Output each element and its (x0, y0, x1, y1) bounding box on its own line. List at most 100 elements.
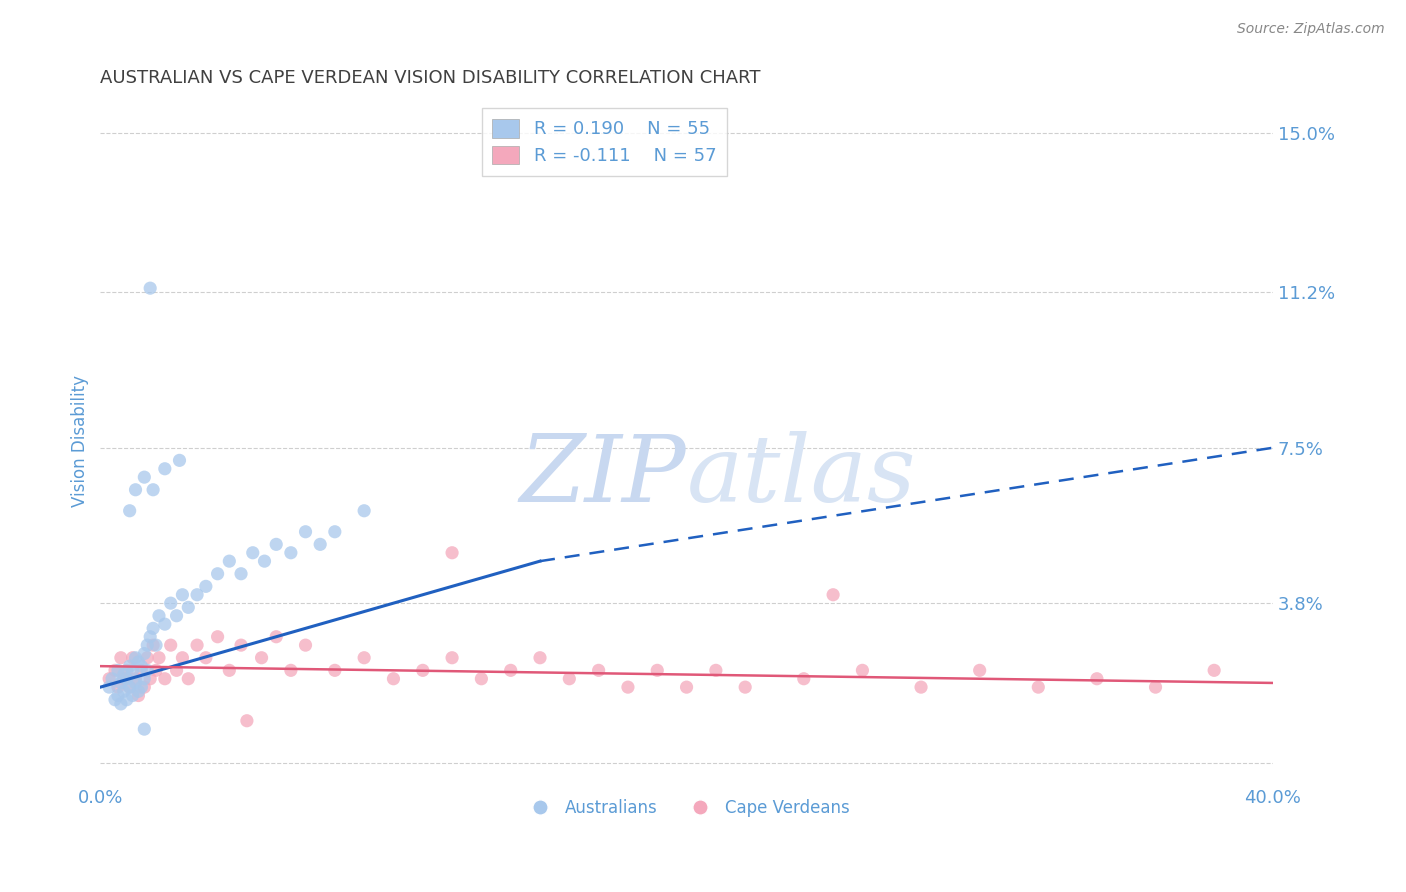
Point (124, 676, 146, 690)
Point (131, 659, 153, 673)
Point (124, 483, 146, 497)
Point (229, 566, 252, 581)
Point (153, 672, 176, 686)
Point (134, 680, 156, 694)
Point (309, 537, 332, 551)
Point (134, 722, 156, 736)
Point (148, 650, 170, 665)
Point (704, 664, 727, 678)
Point (353, 650, 375, 665)
Point (98, 680, 121, 694)
Point (236, 714, 259, 728)
Point (194, 579, 217, 593)
Point (107, 689, 129, 703)
Point (121, 664, 143, 678)
Point (121, 650, 143, 665)
Point (166, 664, 188, 678)
Point (134, 470, 156, 484)
Point (148, 608, 170, 623)
Point (617, 680, 640, 694)
Point (645, 664, 668, 678)
Point (127, 684, 149, 698)
Point (823, 588, 845, 602)
Point (107, 680, 129, 694)
Point (131, 664, 153, 678)
Point (793, 672, 815, 686)
Point (441, 650, 464, 665)
Point (280, 546, 302, 560)
Point (104, 692, 127, 706)
Point (142, 483, 165, 497)
Point (382, 672, 405, 686)
Point (166, 608, 188, 623)
Text: Source: ZipAtlas.com: Source: ZipAtlas.com (1237, 22, 1385, 37)
Point (264, 630, 287, 644)
Point (1026, 680, 1049, 694)
Point (127, 655, 149, 669)
Point (177, 672, 200, 686)
Point (169, 453, 191, 467)
Point (294, 524, 316, 539)
Point (675, 680, 697, 694)
Point (134, 647, 156, 661)
Point (1204, 664, 1226, 678)
Point (207, 566, 229, 581)
Point (115, 672, 138, 686)
Point (131, 680, 153, 694)
Point (229, 638, 252, 652)
Point (142, 638, 165, 652)
Point (558, 672, 581, 686)
Point (118, 659, 141, 673)
Point (969, 664, 991, 678)
Point (107, 664, 129, 678)
Point (142, 621, 165, 635)
Point (1144, 680, 1167, 694)
Point (153, 617, 176, 632)
Text: atlas: atlas (686, 431, 917, 521)
Point (194, 650, 217, 665)
Point (186, 638, 208, 652)
Point (112, 672, 135, 686)
Point (323, 524, 346, 539)
Point (910, 680, 932, 694)
Point (118, 504, 141, 518)
Point (172, 650, 194, 665)
Point (218, 664, 240, 678)
Point (153, 462, 176, 476)
Point (470, 672, 492, 686)
Point (110, 697, 132, 711)
Point (499, 664, 522, 678)
Point (127, 689, 149, 703)
Point (588, 664, 610, 678)
Point (136, 664, 159, 678)
Point (218, 554, 240, 568)
Point (104, 664, 127, 678)
Point (412, 664, 434, 678)
Point (124, 650, 146, 665)
Point (134, 672, 156, 686)
Point (101, 672, 124, 686)
Point (136, 650, 159, 665)
Point (264, 537, 287, 551)
Point (353, 504, 375, 518)
Point (186, 588, 208, 602)
Point (172, 588, 194, 602)
Point (115, 692, 138, 706)
Point (98, 672, 121, 686)
Text: AUSTRALIAN VS CAPE VERDEAN VISION DISABILITY CORRELATION CHART: AUSTRALIAN VS CAPE VERDEAN VISION DISABI… (100, 69, 761, 87)
Point (207, 630, 229, 644)
Point (242, 546, 264, 560)
Point (159, 596, 181, 610)
Point (529, 650, 551, 665)
Point (118, 680, 141, 694)
Point (118, 680, 141, 694)
Point (323, 664, 346, 678)
Legend: Australians, Cape Verdeans: Australians, Cape Verdeans (517, 792, 856, 823)
Point (145, 638, 167, 652)
Y-axis label: Vision Disability: Vision Disability (72, 376, 89, 508)
Point (112, 667, 135, 681)
Point (136, 638, 159, 652)
Point (110, 650, 132, 665)
Point (734, 680, 756, 694)
Point (177, 600, 200, 615)
